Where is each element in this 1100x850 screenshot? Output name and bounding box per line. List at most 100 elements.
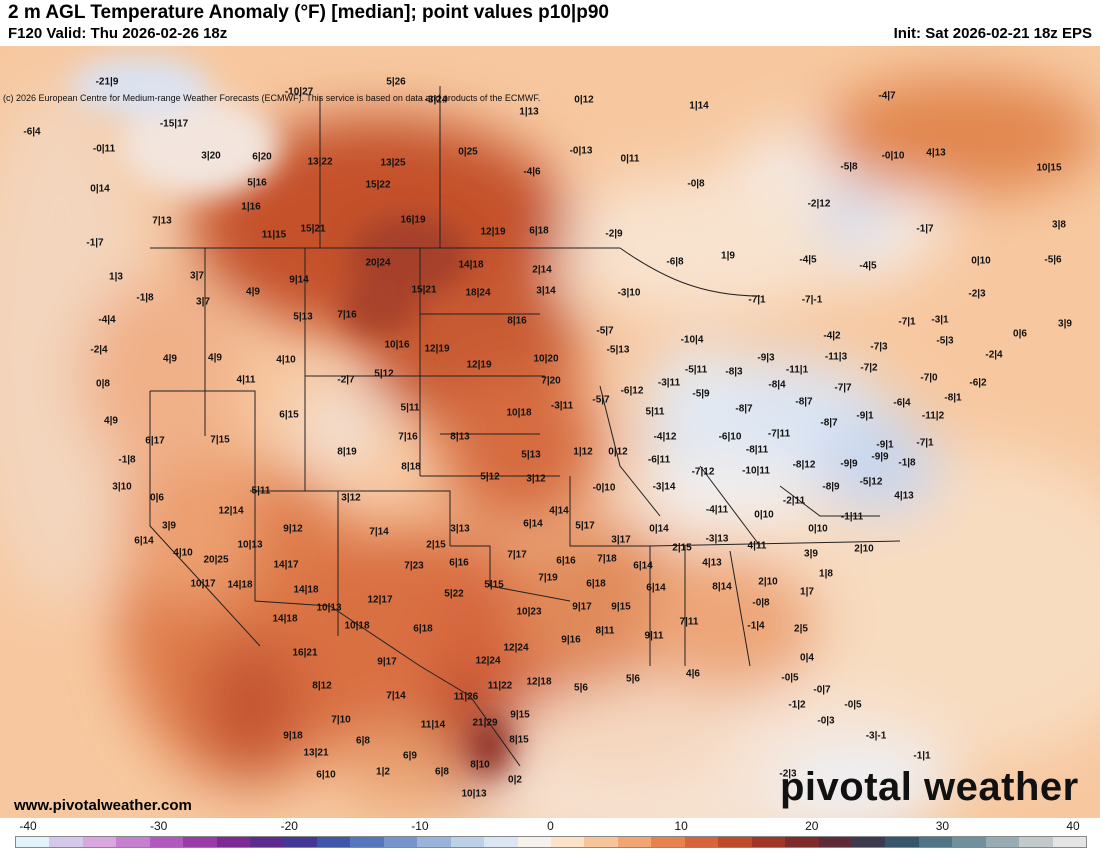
point-value-label: 6|15: [279, 409, 299, 421]
point-value-label: -0|10: [592, 482, 616, 494]
point-value-label: 6|18: [586, 578, 606, 590]
point-value-label: 1|7: [800, 586, 814, 598]
point-value-label: 2|10: [758, 576, 778, 588]
point-value-label: 3|9: [162, 520, 176, 532]
point-value-label: -9|9: [871, 451, 889, 463]
point-value-label: 4|9: [208, 352, 222, 364]
point-value-label: 5|13: [521, 449, 541, 461]
point-value-label: 4|11: [236, 374, 256, 386]
point-value-label: 7|16: [398, 431, 418, 443]
point-value-label: 1|12: [573, 446, 593, 458]
colorbar-swatch: [918, 837, 953, 847]
point-value-label: 21|29: [472, 717, 498, 729]
colorbar-swatch: [316, 837, 351, 847]
point-value-label: 6|17: [145, 435, 165, 447]
map-background: [0, 46, 1100, 818]
colorbar-swatch: [216, 837, 251, 847]
point-value-label: 5|11: [400, 402, 420, 414]
point-value-label: -6|4: [23, 126, 41, 138]
point-value-label: 2|14: [532, 264, 552, 276]
point-value-label: -8|7: [795, 396, 813, 408]
point-value-label: 16|21: [292, 647, 318, 659]
point-value-label: 14|17: [273, 559, 299, 571]
point-value-label: -3|10: [617, 287, 641, 299]
point-value-label: 0|12: [574, 94, 594, 106]
colorbar-swatch: [116, 837, 150, 847]
point-value-label: 5|6: [626, 673, 640, 685]
point-value-label: 16|19: [400, 214, 426, 226]
point-value-label: 2|5: [794, 623, 808, 635]
point-value-label: 3|7: [196, 296, 210, 308]
colorbar-swatch: [718, 837, 752, 847]
point-value-label: 3|7: [190, 270, 204, 282]
point-value-label: 4|6: [686, 668, 700, 680]
point-value-label: 3|10: [112, 481, 132, 493]
point-value-label: 12|19: [424, 343, 450, 355]
point-value-label: 5|6: [574, 682, 588, 694]
point-value-label: 12|14: [218, 505, 244, 517]
point-value-label: -4|5: [859, 260, 877, 272]
point-value-label: 20|25: [203, 554, 229, 566]
point-value-label: 5|22: [444, 588, 464, 600]
anomaly-map[interactable]: (c) 2026 European Centre for Medium-rang…: [0, 46, 1100, 818]
point-value-label: 6|14: [646, 582, 666, 594]
point-value-label: -1|7: [916, 223, 934, 235]
colorbar-swatch: [1019, 837, 1053, 847]
point-value-label: -4|11: [705, 504, 729, 516]
point-value-label: 7|11: [679, 616, 699, 628]
colorbar-swatch: [417, 837, 451, 847]
point-value-label: 10|23: [516, 606, 542, 618]
colorbar-swatch: [16, 837, 50, 847]
point-value-label: 5|11: [251, 485, 271, 497]
point-value-label: -9|9: [840, 458, 858, 470]
point-value-label: 9|17: [377, 656, 397, 668]
colorbar-swatch: [617, 837, 652, 847]
colorbar-swatch: [684, 837, 719, 847]
point-value-label: 0|2: [508, 774, 522, 786]
colorbar-swatch: [484, 837, 518, 847]
point-value-label: 6|8: [435, 766, 449, 778]
colorbar-swatch: [149, 837, 184, 847]
point-value-label: 4|9: [163, 353, 177, 365]
point-value-label: 0|6: [150, 492, 164, 504]
colorbar-swatch: [785, 837, 819, 847]
point-value-label: 8|18: [401, 461, 421, 473]
point-value-label: 8|13: [450, 431, 470, 443]
colorbar-swatch: [952, 837, 986, 847]
point-value-label: 1|3: [109, 271, 123, 283]
point-value-label: -6|10: [718, 431, 742, 443]
point-value-label: 1|2: [376, 766, 390, 778]
point-value-label: 9|15: [611, 601, 631, 613]
point-value-label: -9|1: [876, 439, 894, 451]
point-value-label: 10|13: [461, 788, 487, 800]
point-value-label: 7|10: [331, 714, 351, 726]
point-value-label: 9|12: [283, 523, 303, 535]
point-value-label: 12|19: [466, 359, 492, 371]
colorbar-swatch: [651, 837, 685, 847]
point-value-label: -7|7: [834, 382, 852, 394]
point-value-label: -3|11: [657, 377, 681, 389]
point-value-label: -3|13: [705, 533, 729, 545]
point-value-label: 11|15: [261, 229, 287, 241]
pivotal-weather-logo: pivotal weather: [780, 765, 1079, 809]
point-value-label: -5|6: [1044, 254, 1062, 266]
point-value-label: 5|12: [480, 471, 500, 483]
point-value-label: 8|10: [470, 759, 490, 771]
point-value-label: -7|0: [920, 372, 938, 384]
website-link[interactable]: www.pivotalweather.com: [14, 797, 192, 814]
point-value-label: -2|4: [985, 349, 1003, 361]
point-value-label: -5|11: [684, 364, 708, 376]
point-value-label: 5|12: [374, 368, 394, 380]
point-value-label: 2|10: [854, 543, 874, 555]
point-value-label: 12|18: [526, 676, 552, 688]
point-value-label: 2|15: [672, 542, 692, 554]
point-value-label: 6|9: [403, 750, 417, 762]
point-value-label: -6|11: [647, 454, 671, 466]
point-value-label: 3|12: [526, 473, 546, 485]
colorbar-swatch: [985, 837, 1020, 847]
colorbar-swatch: [1052, 837, 1086, 847]
point-value-label: -1|11: [840, 511, 864, 523]
point-value-label: 1|9: [721, 250, 735, 262]
point-value-label: -1|2: [788, 699, 806, 711]
point-value-label: 13|21: [303, 747, 329, 759]
